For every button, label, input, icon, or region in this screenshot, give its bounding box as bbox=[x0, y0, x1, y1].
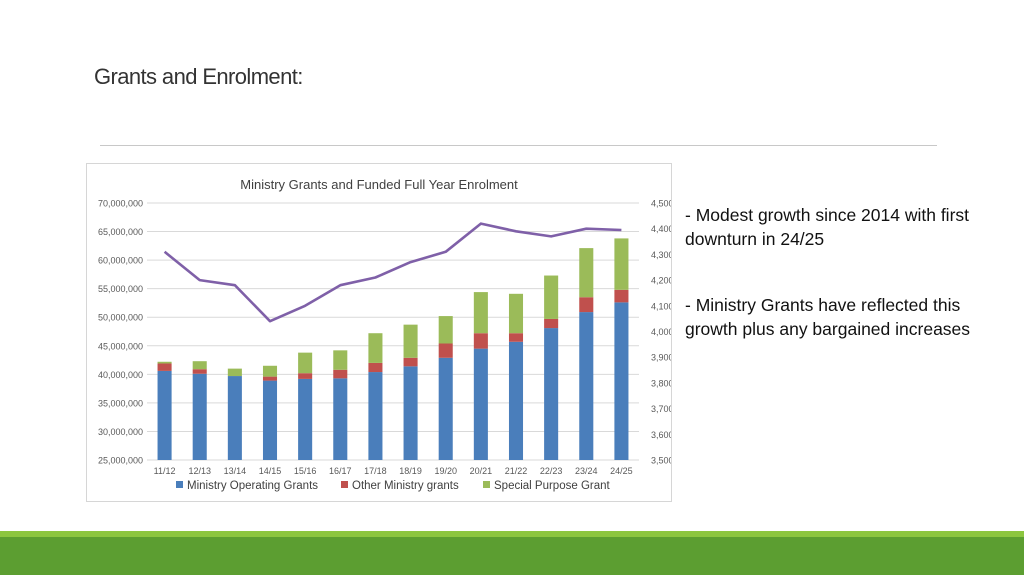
title-divider bbox=[100, 145, 937, 146]
chart-title: Ministry Grants and Funded Full Year Enr… bbox=[240, 177, 518, 192]
x-tick-label: 11/12 bbox=[154, 466, 176, 476]
left-tick-label: 30,000,000 bbox=[98, 427, 143, 437]
bar-operating bbox=[192, 373, 207, 460]
chart-container: Ministry Grants and Funded Full Year Enr… bbox=[86, 163, 672, 502]
right-tick-label: 3,700 bbox=[651, 404, 671, 414]
bar-other bbox=[157, 363, 172, 371]
legend-label-operating: Ministry Operating Grants bbox=[187, 480, 318, 492]
x-tick-label: 14/15 bbox=[259, 466, 282, 476]
bar-other bbox=[508, 333, 524, 342]
bar-other bbox=[438, 343, 453, 358]
bar-special bbox=[262, 365, 278, 377]
enrolment-line bbox=[163, 222, 622, 323]
right-tick-label: 3,500 bbox=[651, 456, 671, 466]
x-tick-label: 24/25 bbox=[610, 466, 633, 476]
bar-operating bbox=[227, 376, 242, 460]
x-tick-label: 17/18 bbox=[364, 466, 387, 476]
footer-band-dark bbox=[0, 537, 1024, 575]
x-tick-label: 13/14 bbox=[224, 466, 247, 476]
left-tick-label: 50,000,000 bbox=[98, 313, 143, 323]
left-tick-label: 45,000,000 bbox=[98, 341, 143, 351]
left-tick-label: 25,000,000 bbox=[98, 456, 143, 466]
bar-operating bbox=[368, 372, 383, 460]
bar-operating bbox=[508, 341, 524, 460]
bar-operating bbox=[438, 357, 453, 460]
x-tick-label: 23/24 bbox=[575, 466, 598, 476]
left-tick-label: 35,000,000 bbox=[98, 398, 143, 408]
legend-swatch-operating bbox=[176, 481, 183, 488]
right-tick-label: 4,500 bbox=[651, 199, 671, 209]
x-tick-label: 12/13 bbox=[188, 466, 211, 476]
bar-other bbox=[333, 369, 348, 379]
legend-swatch-special bbox=[483, 481, 490, 488]
bar-special bbox=[298, 352, 313, 374]
bar-operating bbox=[333, 378, 348, 460]
slide-title: Grants and Enrolment: bbox=[94, 64, 303, 89]
bar-special bbox=[614, 238, 629, 290]
bar-operating bbox=[298, 378, 313, 460]
bar-operating bbox=[262, 380, 278, 460]
bar-special bbox=[544, 275, 559, 319]
bar-special bbox=[438, 316, 453, 344]
bar-other bbox=[192, 369, 207, 374]
bar-special bbox=[192, 361, 207, 370]
bar-other bbox=[473, 333, 488, 349]
bar-special bbox=[368, 333, 383, 363]
bar-operating bbox=[157, 370, 172, 460]
bar-special bbox=[473, 292, 488, 334]
right-tick-label: 4,400 bbox=[651, 224, 671, 234]
bar-special bbox=[508, 293, 524, 334]
bar-operating bbox=[614, 302, 629, 460]
bar-other bbox=[544, 318, 559, 329]
x-tick-label: 15/16 bbox=[294, 466, 317, 476]
bar-special bbox=[157, 361, 172, 364]
right-tick-label: 4,200 bbox=[651, 276, 671, 286]
bullet-grants: - Ministry Grants have reflected this gr… bbox=[685, 295, 971, 339]
right-tick-label: 4,100 bbox=[651, 301, 671, 311]
x-tick-label: 16/17 bbox=[329, 466, 352, 476]
bullet-list: - Modest growth since 2014 with first do… bbox=[685, 204, 985, 384]
left-tick-label: 40,000,000 bbox=[98, 370, 143, 380]
bar-special bbox=[333, 350, 348, 370]
right-tick-label: 3,900 bbox=[651, 353, 671, 363]
x-tick-label: 20/21 bbox=[470, 466, 493, 476]
right-tick-label: 4,300 bbox=[651, 250, 671, 260]
x-tick-label: 19/20 bbox=[434, 466, 457, 476]
footer-band-light bbox=[0, 531, 1024, 537]
bar-special bbox=[227, 368, 242, 377]
chart-svg: Ministry Grants and Funded Full Year Enr… bbox=[98, 177, 671, 492]
right-tick-label: 3,800 bbox=[651, 378, 671, 388]
right-tick-label: 3,600 bbox=[651, 430, 671, 440]
legend-swatch-other bbox=[341, 481, 348, 488]
bar-operating bbox=[403, 366, 418, 460]
x-tick-label: 21/22 bbox=[505, 466, 528, 476]
bar-other bbox=[262, 376, 278, 381]
x-tick-label: 18/19 bbox=[399, 466, 422, 476]
bar-other bbox=[298, 373, 313, 379]
bar-other bbox=[403, 357, 418, 367]
left-tick-label: 65,000,000 bbox=[98, 227, 143, 237]
legend-label-other: Other Ministry grants bbox=[352, 480, 459, 492]
left-tick-label: 60,000,000 bbox=[98, 256, 143, 266]
x-tick-label: 22/23 bbox=[540, 466, 563, 476]
bar-operating bbox=[579, 312, 594, 460]
left-tick-label: 70,000,000 bbox=[98, 199, 143, 209]
bullet-growth: - Modest growth since 2014 with first do… bbox=[685, 205, 970, 249]
bar-other bbox=[368, 362, 383, 373]
bar-other bbox=[579, 297, 594, 313]
bar-other bbox=[614, 289, 629, 303]
right-tick-label: 4,000 bbox=[651, 327, 671, 337]
bar-operating bbox=[544, 328, 559, 460]
bar-special bbox=[403, 324, 418, 358]
left-tick-label: 55,000,000 bbox=[98, 284, 143, 294]
bar-special bbox=[579, 248, 594, 298]
bar-operating bbox=[473, 348, 488, 460]
legend-label-special: Special Purpose Grant bbox=[494, 480, 611, 492]
